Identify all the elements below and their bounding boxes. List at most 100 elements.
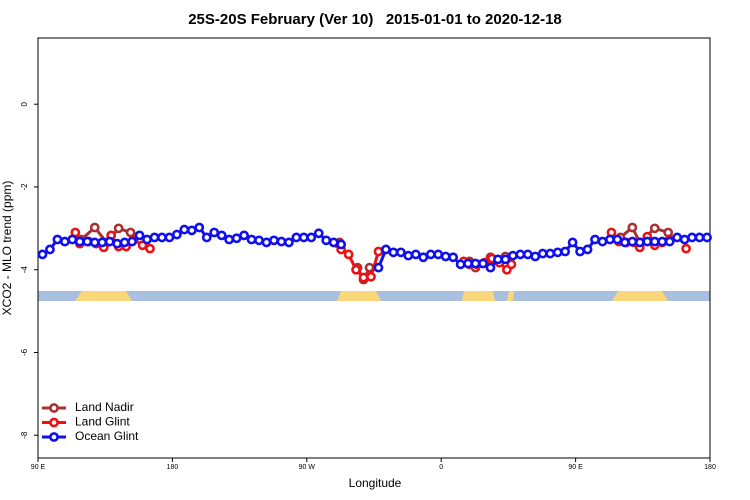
data-point bbox=[269, 235, 279, 246]
data-point bbox=[82, 236, 93, 247]
land-strip bbox=[337, 291, 381, 301]
data-point bbox=[485, 262, 496, 273]
x-tick-label: 90 E bbox=[31, 464, 46, 471]
data-point bbox=[59, 236, 70, 247]
x-tick-label: 180 bbox=[704, 464, 716, 471]
data-point bbox=[45, 244, 55, 255]
data-point bbox=[134, 230, 145, 241]
data-point bbox=[149, 232, 160, 243]
data-point bbox=[470, 258, 481, 269]
data-point bbox=[283, 237, 294, 248]
y-tick-label: -6 bbox=[20, 348, 29, 356]
data-point bbox=[672, 232, 683, 243]
land-strip bbox=[507, 291, 514, 301]
data-point bbox=[537, 248, 548, 259]
data-point bbox=[515, 249, 526, 260]
data-point bbox=[358, 272, 369, 283]
data-point bbox=[455, 259, 466, 270]
data-point bbox=[410, 249, 421, 260]
land-strip bbox=[462, 291, 495, 301]
data-point bbox=[664, 236, 675, 247]
data-point bbox=[321, 235, 332, 246]
data-point bbox=[545, 248, 556, 259]
land-strip bbox=[75, 291, 132, 301]
data-point bbox=[343, 249, 354, 260]
x-tick-label: 90 W bbox=[299, 464, 316, 471]
data-point bbox=[127, 236, 137, 247]
legend-marker bbox=[49, 403, 59, 413]
data-point bbox=[157, 232, 167, 243]
data-point bbox=[224, 234, 235, 245]
data-point bbox=[634, 237, 645, 248]
data-point bbox=[612, 234, 623, 245]
data-point bbox=[209, 227, 220, 238]
map-strip bbox=[38, 291, 710, 301]
data-point bbox=[186, 225, 197, 236]
data-point bbox=[261, 237, 272, 248]
data-point bbox=[500, 254, 511, 265]
y-axis-label: XCO2 - MLO trend (ppm) bbox=[0, 181, 14, 316]
y-tick-label: -8 bbox=[20, 431, 29, 439]
data-point bbox=[145, 243, 155, 254]
data-point bbox=[605, 234, 615, 245]
data-point bbox=[239, 230, 249, 241]
data-point bbox=[642, 236, 653, 247]
data-point bbox=[328, 237, 339, 248]
data-point bbox=[679, 234, 690, 245]
data-point bbox=[657, 236, 668, 247]
data-point bbox=[425, 249, 436, 260]
data-point bbox=[575, 246, 585, 257]
x-tick-label: 90 E bbox=[568, 464, 583, 471]
data-point bbox=[381, 244, 391, 255]
data-point bbox=[298, 232, 309, 243]
data-point bbox=[306, 232, 317, 243]
data-point bbox=[590, 234, 600, 245]
data-point bbox=[694, 232, 705, 243]
data-point bbox=[67, 234, 78, 245]
data-point bbox=[112, 238, 123, 249]
data-point bbox=[418, 252, 429, 263]
data-point bbox=[291, 232, 302, 243]
data-point bbox=[687, 232, 697, 243]
data-point bbox=[373, 246, 384, 257]
data-point bbox=[216, 230, 227, 241]
data-point bbox=[37, 249, 48, 260]
data-point bbox=[142, 234, 152, 245]
data-point bbox=[89, 222, 100, 233]
data-point bbox=[351, 264, 361, 275]
data-point bbox=[681, 243, 692, 254]
data-point bbox=[119, 237, 130, 248]
legend-marker bbox=[49, 432, 59, 442]
data-point bbox=[254, 235, 264, 246]
legend-label: Land Nadir bbox=[75, 400, 134, 414]
y-tick-label: 0 bbox=[20, 101, 29, 106]
legend-label: Ocean Glint bbox=[75, 429, 139, 443]
data-point bbox=[597, 236, 608, 247]
land-strip bbox=[612, 291, 668, 301]
data-point bbox=[373, 262, 384, 273]
data-point bbox=[627, 222, 638, 233]
data-point bbox=[104, 236, 115, 247]
data-point bbox=[478, 258, 488, 269]
data-point bbox=[463, 258, 473, 269]
data-point bbox=[627, 236, 638, 247]
data-point bbox=[448, 252, 459, 263]
data-point bbox=[567, 237, 578, 248]
data-point bbox=[440, 251, 451, 262]
data-point bbox=[403, 250, 414, 261]
data-point bbox=[493, 254, 503, 265]
data-point bbox=[619, 237, 630, 248]
data-point bbox=[74, 236, 85, 247]
data-point bbox=[433, 249, 444, 260]
data-point bbox=[89, 237, 100, 248]
data-point bbox=[313, 228, 324, 239]
data-point bbox=[507, 250, 518, 261]
series bbox=[37, 222, 712, 273]
data-point bbox=[388, 247, 399, 258]
y-tick-label: -4 bbox=[20, 266, 29, 274]
data-point bbox=[522, 249, 533, 260]
data-point bbox=[530, 251, 541, 262]
data-point bbox=[560, 246, 571, 257]
data-point bbox=[649, 236, 660, 247]
